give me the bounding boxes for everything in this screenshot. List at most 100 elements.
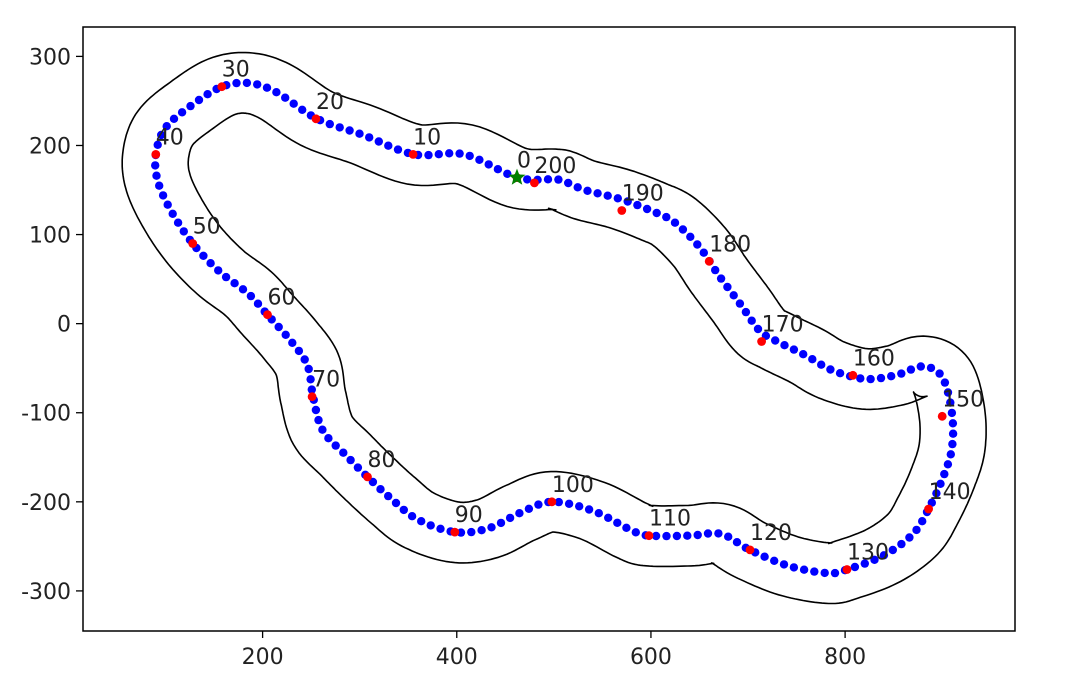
waypoint-dot [368,477,378,487]
waypoint-dot [436,524,445,533]
waypoint-dot [162,122,171,131]
waypoint-dot [246,291,256,301]
inner-boundary [187,112,928,545]
waypoint-dot [672,531,682,541]
waypoint-dot [799,565,809,574]
waypoint-dot [487,523,496,532]
waypoint-dot [897,369,906,378]
waypoint-dot [173,218,183,227]
labeled-waypoint-dot [924,504,933,514]
waypoint-labels: 0 10 20 30 40 50 60 70 80 90 100 110 120 130 140 150 160… [156,58,984,566]
waypoint-dot [331,441,340,450]
waypoint-dot [946,398,955,407]
waypoint-dot [262,83,272,92]
waypoint-dot [281,93,290,102]
waypoint-dot [662,531,671,541]
waypoint-dot [603,191,612,200]
waypoint-dot [613,518,622,527]
waypoint-dot [179,227,188,236]
waypoint-dot [860,559,869,568]
plot-frame [82,26,1016,632]
labeled-waypoint-dot [188,239,198,248]
start-star-marker [508,168,526,185]
waypoint-dot [724,532,733,541]
track-boundaries [121,51,987,605]
waypoint-label: 0 [517,149,531,174]
waypoint-dot [747,316,756,325]
waypoint-dot [221,272,231,282]
waypoint-dot [564,499,574,508]
x-tick-label: 200 [242,645,284,670]
waypoint-dot [879,551,889,560]
waypoint-dot [866,374,875,384]
waypoint-dot [374,137,383,146]
waypoint-dot [554,175,563,184]
waypoint-dot [870,555,879,564]
waypoint-dot [496,518,506,528]
labeled-waypoint-dot [263,310,272,320]
waypoint-dot [780,341,789,350]
x-tick-label: 600 [630,645,672,670]
waypoint-dot [307,385,316,394]
waypoint-dot [155,181,164,190]
waypoint-dot [168,209,177,218]
waypoint-dot [947,408,957,418]
y-tick-label: 300 [29,45,71,70]
waypoint-dot [163,200,172,209]
waypoint-dot [753,324,763,334]
waypoint-dot [214,266,223,275]
waypoint-dot [534,500,543,509]
waypoint-dot [714,529,723,538]
waypoint-dot [177,108,187,117]
waypoint-dot [940,378,950,387]
waypoint-dot [810,567,819,576]
waypoint-dot [716,274,726,283]
waypoint-dot [543,175,553,184]
labeled-waypoint-dot [842,565,852,574]
waypoint-dot [456,528,466,537]
labeled-waypoint-dot [937,411,947,421]
waypoint-dot [274,322,283,332]
waypoint-dot [157,130,166,140]
waypoint-label: 120 [750,521,792,546]
y-tick-label: 200 [29,134,71,159]
labeled-waypoint-dot [848,370,858,380]
waypoint-dot [711,265,720,275]
waypoint-dot [152,171,161,180]
waypoint-label: 40 [156,125,184,150]
waypoint-label: 170 [762,313,804,338]
waypoint-dot [393,145,403,154]
waypoint-dot [593,189,602,198]
waypoint-dot [642,204,652,214]
waypoint-dot [253,80,262,89]
waypoint-dot [905,533,914,542]
waypoint-dot [424,150,433,160]
waypoint-dot [281,330,290,339]
labeled-waypoint-dot [644,531,654,541]
waypoint-dot [465,151,474,161]
waypoint-dot [936,479,945,488]
waypoint-dot [169,114,179,124]
waypoint-dot [631,528,640,537]
waypoint-dot [434,150,443,159]
waypoint-label: 20 [316,90,344,115]
waypoint-dot [789,563,799,572]
waypoint-label: 180 [709,232,751,257]
waypoint-label: 70 [312,368,340,393]
waypoint-dot [948,439,957,449]
waypoint-dot [651,531,661,541]
labeled-waypoint-dot [311,114,321,124]
waypoint-dot [304,364,313,374]
waypoint-dot [484,160,493,169]
waypoint-dot [835,369,845,378]
waypoint-dot [943,388,953,397]
waypoint-dot [339,448,348,457]
waypoint-dot [300,355,309,364]
waypoint-dot [346,455,355,465]
waypoint-label: 140 [929,480,971,505]
waypoint-dot [391,498,401,508]
y-tick-label: -200 [21,491,71,516]
waypoint-dot [771,336,780,345]
